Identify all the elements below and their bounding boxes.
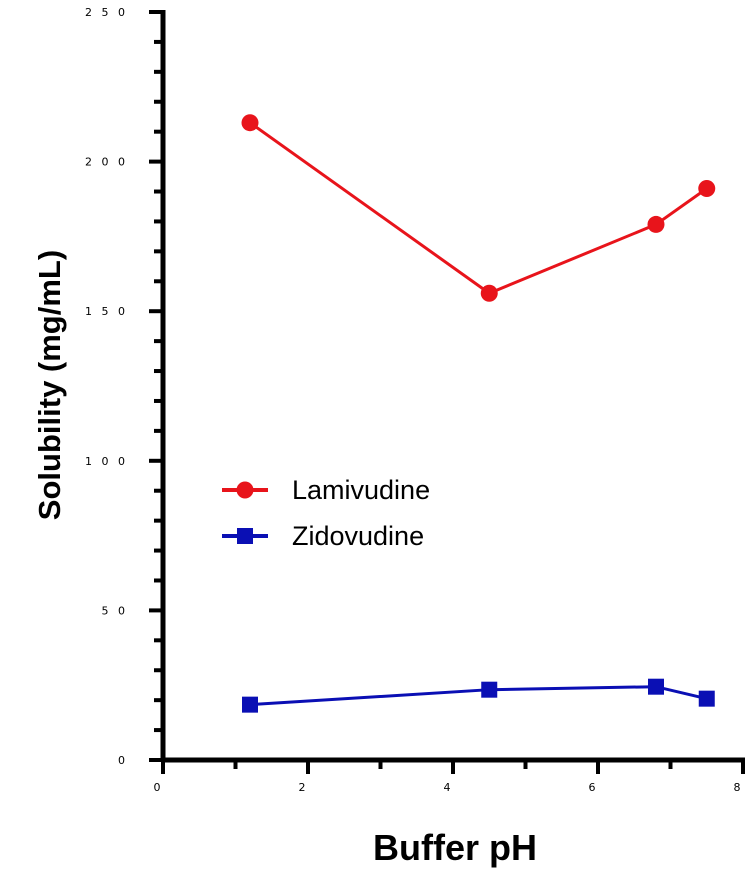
x-axis-title: Buffer pH — [373, 827, 537, 868]
zidovudine-point — [698, 690, 715, 707]
series-layer — [241, 114, 716, 713]
zidovudine-line — [249, 685, 708, 707]
x-tick-label: 6 — [589, 781, 596, 794]
y-tick-label: 1 0 0 — [85, 455, 128, 468]
lamivudine-point — [241, 114, 259, 132]
zidovudine-point — [481, 681, 498, 698]
y-tick-label: 2 0 0 — [85, 156, 128, 169]
lamivudine-line — [249, 121, 708, 295]
y-tick-label: 2 5 0 — [85, 6, 128, 19]
zidovudine-point — [242, 696, 258, 713]
ticks: 0 5 0 1 0 0 1 5 0 2 0 0 2 5 0 0 2 4 6 8 — [85, 6, 745, 794]
y-tick-label: 1 5 0 — [85, 305, 128, 318]
legend-item-lamivudine: Lamivudine — [222, 475, 430, 505]
lamivudine-point — [698, 180, 716, 198]
x-tick-label: 4 — [444, 781, 451, 794]
series-lamivudine — [241, 114, 716, 302]
x-tick-label: 0 — [154, 781, 161, 794]
y-axis-title: Solubility (mg/mL) — [32, 250, 67, 520]
y-tick-label: 0 — [118, 754, 128, 767]
x-tick-label: 2 — [299, 781, 306, 794]
lamivudine-point — [480, 284, 498, 302]
series-zidovudine — [242, 678, 715, 713]
legend: Lamivudine Zidovudine — [222, 475, 430, 551]
legend-label: Lamivudine — [292, 475, 430, 505]
zidovudine-point — [648, 678, 664, 695]
x-tick-label: 8 — [734, 781, 741, 794]
legend-label: Zidovudine — [292, 521, 424, 551]
y-tick-label: 5 0 — [102, 604, 129, 617]
legend-marker-circle — [236, 481, 254, 499]
legend-marker-square — [237, 528, 253, 544]
legend-item-zidovudine: Zidovudine — [222, 521, 424, 551]
lamivudine-point — [647, 215, 665, 233]
